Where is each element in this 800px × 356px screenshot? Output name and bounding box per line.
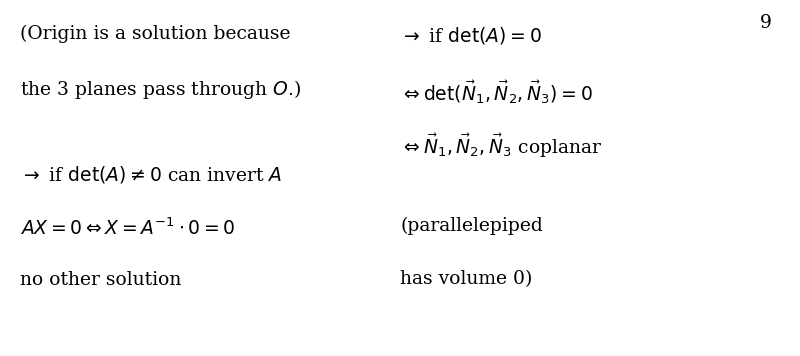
Text: $\rightarrow$ if $\det(A) \neq 0$ can invert $A$: $\rightarrow$ if $\det(A) \neq 0$ can in… [20,164,282,185]
Text: $\rightarrow$ if $\det(A) = 0$: $\rightarrow$ if $\det(A) = 0$ [400,25,542,46]
Text: 9: 9 [760,14,772,32]
Text: $\Leftrightarrow \vec{N}_1, \vec{N}_2, \vec{N}_3$ coplanar: $\Leftrightarrow \vec{N}_1, \vec{N}_2, \… [400,132,602,160]
Text: (Origin is a solution because: (Origin is a solution because [20,25,290,43]
Text: $AX = 0 \Leftrightarrow X = A^{-1} \cdot 0 = 0$: $AX = 0 \Leftrightarrow X = A^{-1} \cdot… [20,217,235,239]
Text: the 3 planes pass through $O$.): the 3 planes pass through $O$.) [20,78,302,101]
Text: no other solution: no other solution [20,271,182,289]
Text: has volume 0): has volume 0) [400,271,532,289]
Text: $\Leftrightarrow \det(\vec{N}_1, \vec{N}_2, \vec{N}_3) = 0$: $\Leftrightarrow \det(\vec{N}_1, \vec{N}… [400,78,593,106]
Text: (parallelepiped: (parallelepiped [400,217,542,235]
